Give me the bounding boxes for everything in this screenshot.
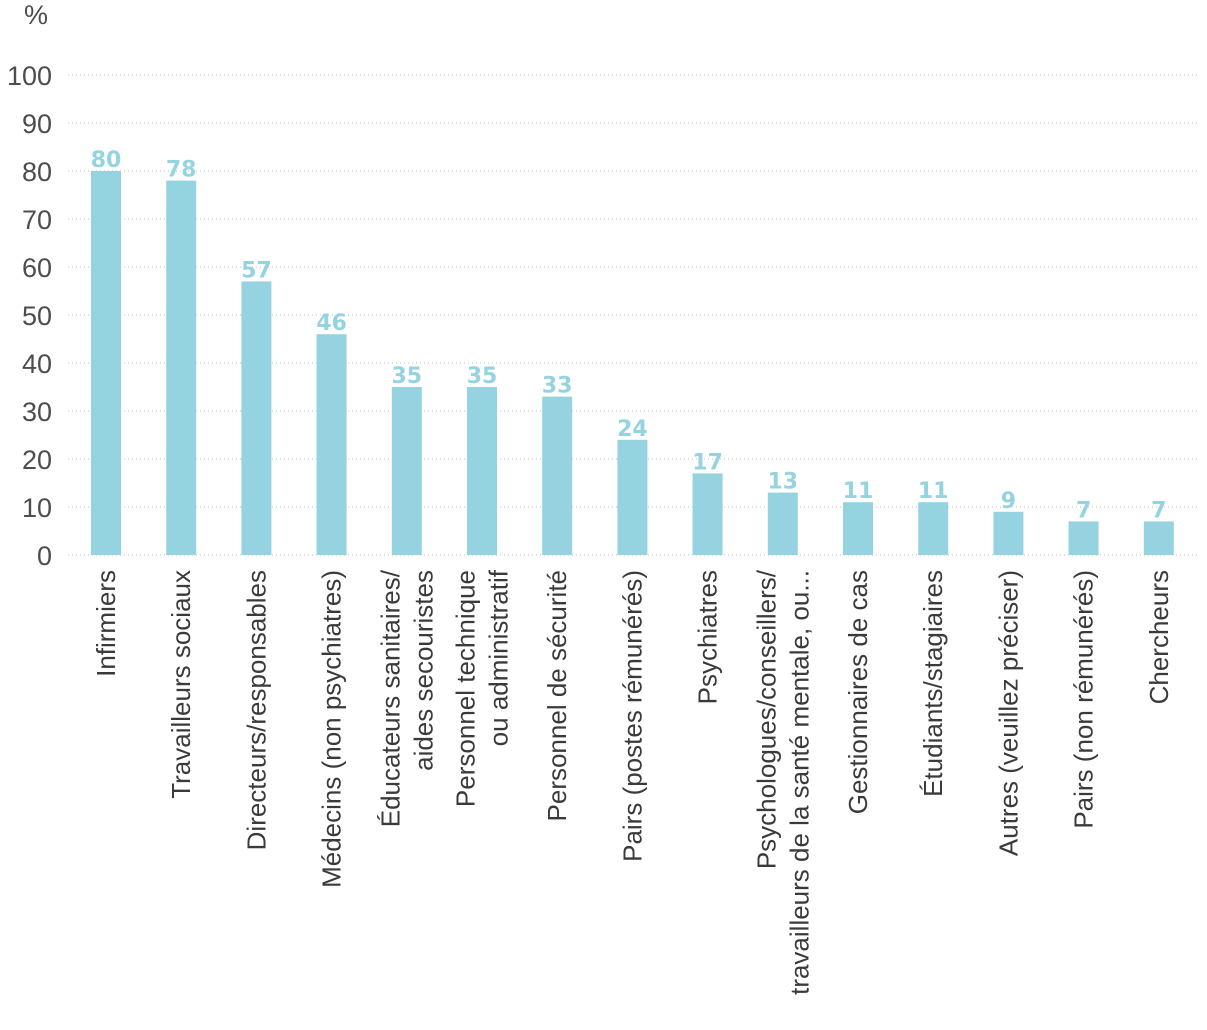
bar <box>241 281 272 555</box>
x-tick-label-line: Psychiatres <box>693 570 723 704</box>
bar <box>166 180 197 555</box>
data-label: 78 <box>166 158 197 183</box>
x-tick-label: Travailleurs sociaux <box>166 570 196 799</box>
bar <box>391 387 422 555</box>
x-tick-label-line: Pairs (non rémunérés) <box>1069 570 1099 829</box>
x-tick-label-line: Psychologues/conseillers/ <box>751 569 781 869</box>
x-tick-label-line: Éducateurs sanitaires/ <box>375 569 405 827</box>
y-tick-label: 70 <box>22 205 52 235</box>
x-tick-label-line: Directeurs/responsables <box>241 570 271 850</box>
x-tick-label-line: Personnel de sécurité <box>542 570 572 821</box>
x-tick-label-line: Chercheurs <box>1144 570 1174 704</box>
x-tick-label: Chercheurs <box>1144 570 1174 704</box>
x-tick-label: Étudiants/stagiaires <box>918 570 948 797</box>
data-labels: 80 78 57 46 35 35 33 24 17 13 11 11 9 7 7 <box>91 148 1167 523</box>
data-label: 7 <box>1076 498 1091 523</box>
x-tick-label: Pairs (postes rémunérés) <box>617 570 647 862</box>
y-tick-label: 20 <box>22 445 52 475</box>
x-tick-label-line: Travailleurs sociaux <box>166 570 196 799</box>
bar <box>467 387 497 555</box>
x-tick-label-line: Infirmiers <box>91 570 121 677</box>
x-tick-label: Pairs (non rémunérés) <box>1069 570 1099 829</box>
data-label: 7 <box>1151 498 1166 523</box>
x-tick-label: Gestionnaires de cas <box>843 570 873 814</box>
bar <box>542 396 573 555</box>
bars <box>91 171 1174 555</box>
bar <box>692 473 723 555</box>
y-tick-label: 80 <box>22 157 52 187</box>
data-label: 57 <box>241 258 272 283</box>
y-axis-unit-label: % <box>24 0 48 30</box>
bar <box>1068 521 1099 555</box>
x-tick-label-line: Pairs (postes rémunérés) <box>617 570 647 862</box>
y-tick-label: 100 <box>7 61 52 91</box>
bar <box>316 334 347 555</box>
x-tick-label: Médecins (non psychiatres) <box>317 570 347 888</box>
data-label: 13 <box>767 470 798 495</box>
x-tick-label-line: Gestionnaires de cas <box>843 570 873 814</box>
x-tick-label: Infirmiers <box>91 570 121 677</box>
bar <box>617 439 648 555</box>
x-tick-label: Psychiatres <box>693 570 723 704</box>
x-tick-label-line: ou administratif <box>484 569 514 746</box>
y-axis: 0 10 20 30 40 50 60 70 80 90 100 <box>7 61 52 571</box>
data-label: 11 <box>843 479 874 504</box>
x-tick-label: Psychologues/conseillers/travailleurs de… <box>751 569 814 995</box>
bar <box>767 492 798 555</box>
x-tick-label: Directeurs/responsables <box>241 570 271 850</box>
data-label: 35 <box>467 364 498 389</box>
y-tick-label: 40 <box>22 349 52 379</box>
data-label: 46 <box>316 311 347 336</box>
x-tick-label-line: Étudiants/stagiaires <box>918 570 948 797</box>
bar <box>843 502 873 555</box>
x-tick-label: Personnel de sécurité <box>542 570 572 821</box>
x-axis: Infirmiers Travailleurs sociaux Directeurs… <box>91 569 1174 995</box>
y-tick-label: 50 <box>22 301 52 331</box>
x-tick-label-line: travailleurs de la santé mentale, ou... <box>784 570 814 995</box>
x-tick-label-line: Autres (veuillez préciser) <box>993 570 1023 856</box>
data-label: 35 <box>391 364 422 389</box>
y-tick-label: 30 <box>22 397 52 427</box>
x-tick-label: Autres (veuillez préciser) <box>993 570 1023 856</box>
bar <box>918 502 949 555</box>
x-tick-label-line: Personnel technique <box>451 570 481 807</box>
y-tick-label: 0 <box>37 541 52 571</box>
y-tick-label: 10 <box>22 493 52 523</box>
y-tick-label: 60 <box>22 253 52 283</box>
y-tick-label: 90 <box>22 109 52 139</box>
x-tick-label: Personnel technique ou administratif <box>451 569 514 807</box>
bar <box>91 171 121 555</box>
data-label: 24 <box>617 417 648 442</box>
data-label: 33 <box>542 374 573 399</box>
data-label: 80 <box>91 148 122 173</box>
data-label: 9 <box>1001 489 1016 514</box>
bar <box>1143 521 1174 555</box>
x-tick-label-line: Médecins (non psychiatres) <box>317 570 347 888</box>
bar <box>993 511 1024 555</box>
x-tick-label-line: aides secouristes <box>408 570 438 771</box>
data-label: 11 <box>918 479 949 504</box>
x-tick-label: Éducateurs sanitaires/aides secouristes <box>375 569 438 827</box>
data-label: 17 <box>692 450 723 475</box>
